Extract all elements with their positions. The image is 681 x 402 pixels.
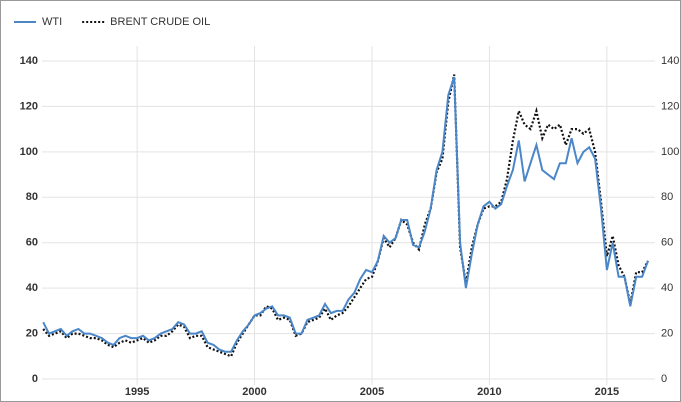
- series-line: [42, 76, 649, 353]
- y-tick-label: 0: [32, 373, 38, 385]
- x-tick-label: 2000: [242, 386, 266, 398]
- x-tick-label: 2005: [360, 386, 384, 398]
- y-tick-label: 140: [20, 55, 38, 67]
- y-tick-label: 20: [26, 327, 38, 339]
- y-tick-label: 60: [26, 237, 38, 249]
- y2-tick-label: 60: [661, 237, 673, 249]
- y2-tick-label: 40: [661, 282, 673, 294]
- legend-label: BRENT CRUDE OIL: [110, 16, 210, 28]
- x-tick-label: 2015: [595, 386, 619, 398]
- y-tick-label: 40: [26, 282, 38, 294]
- y2-tick-label: 0: [661, 373, 667, 385]
- legend-label: WTI: [42, 16, 62, 28]
- y2-tick-label: 100: [661, 146, 679, 158]
- y2-tick-label: 120: [661, 100, 679, 112]
- y2-tick-label: 80: [661, 191, 673, 203]
- y-tick-label: 80: [26, 191, 38, 203]
- y2-tick-label: 140: [661, 55, 679, 67]
- x-tick-label: 1995: [125, 386, 149, 398]
- series-line: [42, 74, 649, 358]
- y2-tick-label: 20: [661, 327, 673, 339]
- y-tick-label: 100: [20, 146, 38, 158]
- y-tick-label: 120: [20, 100, 38, 112]
- x-tick-label: 2010: [477, 386, 501, 398]
